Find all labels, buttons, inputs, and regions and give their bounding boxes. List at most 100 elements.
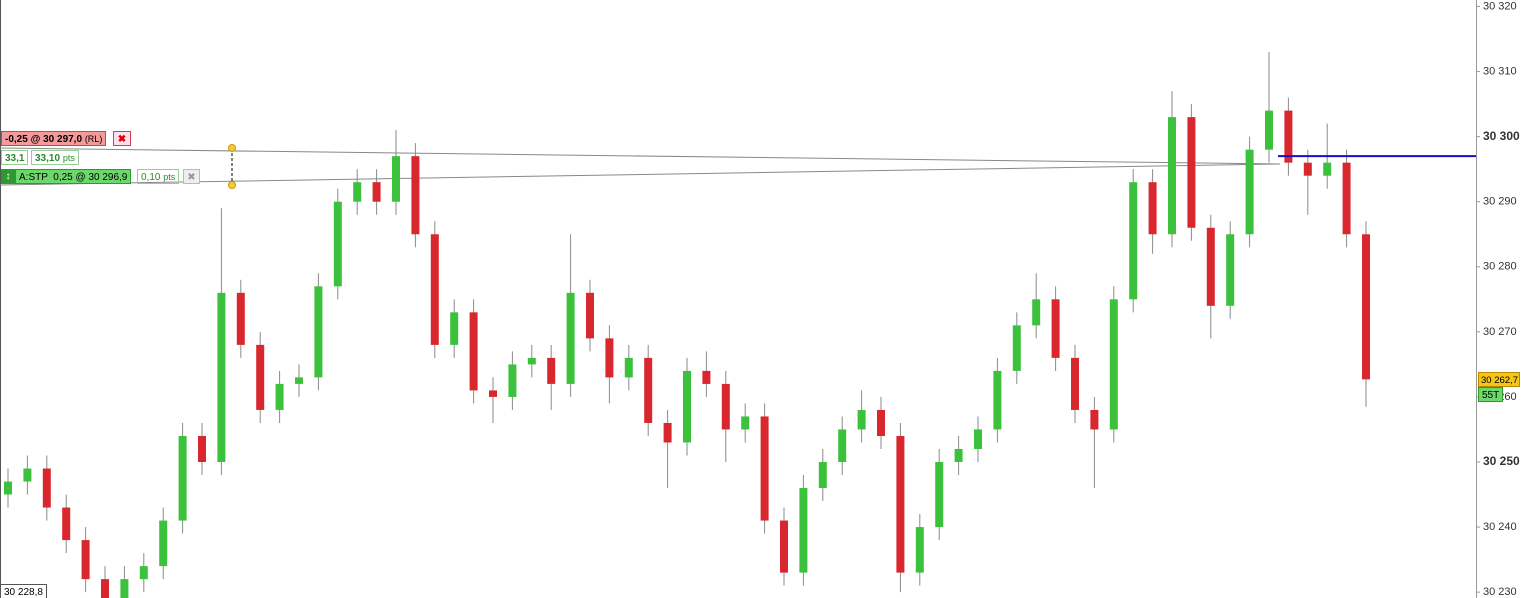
y-tick-label: 30 280 [1483, 261, 1517, 273]
candle-body [236, 292, 245, 345]
stop-pts: 0,10 pts [137, 169, 180, 184]
distance: 33,1 [1, 150, 29, 165]
candle-body [644, 357, 653, 423]
candle-body [1284, 110, 1293, 163]
candle-body [1109, 299, 1118, 430]
candle-body [101, 579, 109, 598]
candle-body [275, 383, 284, 410]
candle-body [1032, 299, 1041, 326]
y-tick-label: 30 230 [1483, 586, 1517, 598]
candle-body [1362, 234, 1370, 380]
candle-body [663, 422, 672, 443]
candle-body [1265, 110, 1273, 150]
candle-body [178, 435, 187, 521]
order-line [0, 147, 1281, 165]
candle-body [1148, 182, 1157, 235]
candle-body [586, 292, 594, 339]
candle-body [1129, 182, 1138, 300]
unit: pts [163, 172, 176, 182]
candle-body [566, 292, 575, 384]
candles [4, 52, 1370, 598]
order-line [0, 163, 1281, 186]
candle-body [993, 370, 1002, 430]
candle-body [683, 370, 691, 443]
cancel-button[interactable]: ✖ [183, 169, 200, 184]
y-tick-label: 30 290 [1483, 196, 1517, 208]
candle-body [780, 520, 788, 573]
candle-body [1071, 357, 1079, 410]
candle-body [896, 435, 905, 573]
candle-body [430, 234, 439, 345]
y-tick-label: 30 300 [1483, 129, 1520, 143]
candle-body [411, 156, 420, 235]
candle-body [81, 540, 90, 580]
candle-body [954, 448, 963, 463]
candle-body [159, 520, 168, 567]
cancel-button[interactable]: ✖ [113, 131, 131, 146]
candle-body [935, 462, 944, 528]
candle-body [392, 156, 400, 202]
candle-body [974, 429, 982, 449]
candle-body [295, 377, 303, 384]
unit: pts [62, 153, 75, 163]
candle-body [120, 579, 129, 598]
handle[interactable] [228, 181, 236, 189]
stop-order[interactable]: A:STP 0,25 @ 30 296,9 [15, 169, 132, 184]
candle-body [450, 312, 459, 345]
y-tick-label: 30 320 [1483, 0, 1517, 12]
candle-body [508, 364, 517, 397]
candle-body [624, 357, 633, 378]
candle-body [877, 409, 885, 436]
candle-body [198, 435, 206, 463]
candle-body [489, 390, 497, 397]
candle-body [915, 527, 924, 573]
stop-pts-value: 0,10 [141, 172, 161, 183]
candle-body [1226, 234, 1235, 306]
sell-order[interactable]: -0,25 @ 30 297,0 (RL) [1, 131, 107, 146]
candle-body [353, 182, 362, 202]
candle-body [1051, 299, 1060, 358]
y-tick-label: 30 240 [1483, 521, 1517, 533]
candle-body [838, 429, 847, 463]
last-price: 30 262,7 [1478, 371, 1520, 387]
y-tick-label: 30 270 [1483, 326, 1517, 338]
distance-value: 33,10 [35, 153, 61, 164]
candle-body [721, 383, 730, 430]
candle-body [702, 370, 711, 384]
sell-text: -0,25 @ 30 297,0 [5, 134, 83, 145]
candle-body [1245, 149, 1254, 235]
candle-body [857, 409, 866, 430]
candle-body [1303, 162, 1312, 176]
candle-body [1090, 409, 1099, 430]
candle-body [314, 286, 323, 378]
sell-tag: (RL) [84, 134, 103, 144]
corner-label: 30 228,8 [0, 584, 47, 598]
drag-icon[interactable]: ↕ [1, 169, 15, 184]
candle-body [62, 507, 71, 541]
candle-body [139, 566, 148, 580]
candle-body [760, 416, 769, 521]
candle-body [1342, 162, 1351, 235]
candle-body [741, 416, 750, 430]
candle-body [1168, 117, 1176, 235]
candle-body [818, 462, 827, 489]
candle-body [42, 468, 51, 508]
candle-body [1187, 117, 1196, 228]
candle-body [4, 481, 12, 495]
handle[interactable] [228, 144, 236, 152]
candle-body [799, 488, 808, 573]
y-tick-label: 30 250 [1483, 454, 1520, 468]
candle-body [469, 312, 478, 391]
candle-body [605, 338, 614, 378]
candle-body [333, 201, 342, 287]
candle-body [527, 357, 536, 365]
candle-body [1206, 227, 1215, 306]
candle-body [23, 468, 32, 482]
candle-body [547, 357, 556, 384]
countdown: 55T [1478, 386, 1504, 402]
y-tick-label: 30 310 [1483, 65, 1517, 77]
candle-body [372, 182, 381, 202]
distance-pts: 33,10 pts [31, 150, 79, 165]
